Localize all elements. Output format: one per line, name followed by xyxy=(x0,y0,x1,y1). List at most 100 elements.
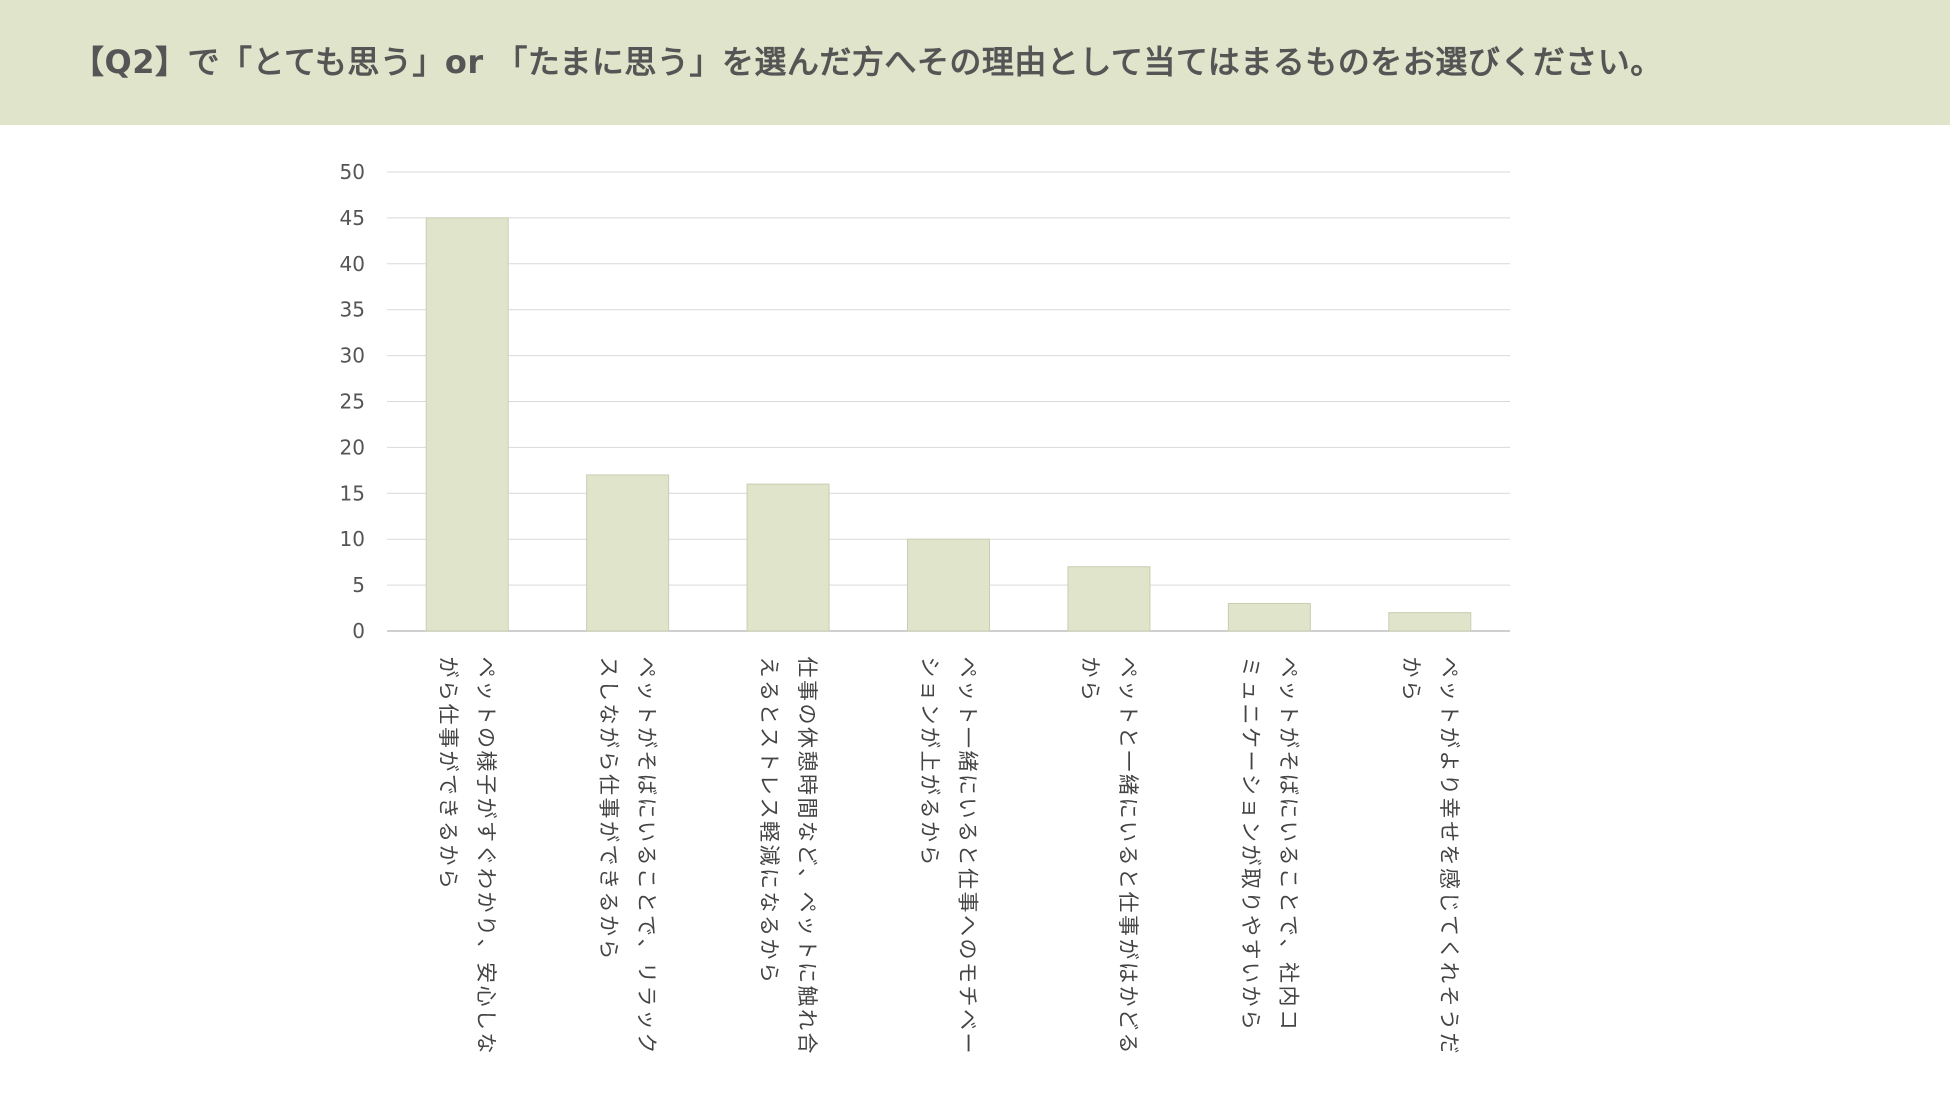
bar xyxy=(907,538,990,632)
category-label-char: 上 xyxy=(918,751,942,772)
category-label-char: る xyxy=(956,821,980,842)
category-label-char: る xyxy=(1276,845,1300,866)
category-label-char: 合 xyxy=(795,1033,819,1054)
category-label-char: 社 xyxy=(1276,962,1300,983)
category-label-char: か xyxy=(1238,986,1262,1007)
category-label-char: れ xyxy=(1437,962,1461,983)
category-label-char: の xyxy=(956,939,980,960)
category-label-char: で xyxy=(1276,915,1300,936)
category-label-char: ど xyxy=(1116,1009,1140,1030)
category-label-char: か xyxy=(474,892,498,913)
category-label-char: ペ xyxy=(1116,657,1140,678)
category-label-char: ペ xyxy=(795,892,819,913)
category-label-char: が xyxy=(1276,727,1300,748)
category-label-char: 緒 xyxy=(956,751,980,772)
category-label-char: に xyxy=(1116,798,1140,819)
y-tick-label: 15 xyxy=(340,481,365,505)
y-tick-label: 30 xyxy=(340,344,365,368)
category-label-char: ッ xyxy=(1276,680,1300,701)
bar xyxy=(586,474,670,632)
category-label-char: か xyxy=(1116,986,1140,1007)
category-label-char: る xyxy=(436,821,460,842)
category-label-char: ペ xyxy=(1276,657,1300,678)
category-label-char: ッ xyxy=(635,1009,659,1030)
category-label-char: か xyxy=(1399,657,1423,678)
category-label-char: い xyxy=(1238,962,1262,983)
category-label-char: す xyxy=(1238,939,1262,960)
category-label-char: ッ xyxy=(635,680,659,701)
category-label-char: が xyxy=(436,657,460,678)
category-label-char: り xyxy=(474,915,498,936)
category-label-char: ト xyxy=(1276,704,1300,725)
category-label-char: い xyxy=(956,798,980,819)
category-label-char: り xyxy=(1437,774,1461,795)
y-tick-label: 25 xyxy=(340,390,365,414)
category-label-char: ラ xyxy=(635,986,659,1007)
category-label-char: る xyxy=(597,892,621,913)
category-label-char: 減 xyxy=(757,845,781,866)
category-label-char: ト xyxy=(474,704,498,725)
category-label-char: ペ xyxy=(474,657,498,678)
category-label-char: こ xyxy=(1276,868,1300,889)
category-label-char: が xyxy=(635,727,659,748)
category-label-char: ケ xyxy=(1238,727,1262,748)
category-label-char: が xyxy=(436,751,460,772)
y-tick-label: 0 xyxy=(352,619,365,643)
category-label-char: に xyxy=(1276,798,1300,819)
category-label-char: に xyxy=(757,868,781,889)
category-label-char: 、 xyxy=(635,939,659,960)
category-label-char: ト xyxy=(795,939,819,960)
category-label-char: 心 xyxy=(474,986,498,1007)
category-label-char: て xyxy=(1437,915,1461,936)
category-label-char: り xyxy=(1238,892,1262,913)
category-label-char: が xyxy=(474,798,498,819)
category-label-char: と xyxy=(1276,892,1300,913)
category-label-char: 触 xyxy=(795,986,819,1007)
category-label-char: く xyxy=(1437,939,1461,960)
category-label-char: コ xyxy=(1276,1009,1300,1030)
category-label-char: が xyxy=(918,727,942,748)
category-label-char: モ xyxy=(956,962,980,983)
category-label-char: る xyxy=(757,680,781,701)
category-label-char: ら xyxy=(1238,1009,1262,1030)
category-label-char: 一 xyxy=(956,727,980,748)
category-label-char: 間 xyxy=(795,798,819,819)
category-label-char: 時 xyxy=(795,774,819,795)
category-label-char: る xyxy=(918,798,942,819)
category-label-char: 安 xyxy=(474,962,498,983)
category-label-char: ン xyxy=(1238,821,1262,842)
category-label-char: だ xyxy=(1437,1033,1461,1054)
y-tick-label: 35 xyxy=(340,298,365,322)
category-label-char: ッ xyxy=(956,680,980,701)
category-label-char: じ xyxy=(1437,892,1461,913)
bar xyxy=(1067,566,1151,632)
category-label-char: よ xyxy=(1437,751,1461,772)
category-label-char: い xyxy=(1116,821,1140,842)
category-label-char: ー xyxy=(1238,751,1262,772)
category-label-char: ら xyxy=(597,939,621,960)
category-label-char: 仕 xyxy=(956,868,980,889)
category-label-char: シ xyxy=(918,657,942,678)
category-label-char: 取 xyxy=(1238,868,1262,889)
category-label-char: ッ xyxy=(1116,680,1140,701)
category-label-char: と xyxy=(635,892,659,913)
category-label-char: 感 xyxy=(1437,868,1461,889)
category-label-char: 、 xyxy=(1276,939,1300,960)
category-label-char: 休 xyxy=(795,727,819,748)
category-label-char: ら xyxy=(1399,680,1423,701)
category-label-char: や xyxy=(1238,915,1262,936)
category-label-char: で xyxy=(635,915,659,936)
category-label-char: か xyxy=(597,915,621,936)
category-label-char: ョ xyxy=(918,680,942,701)
category-label-char: 一 xyxy=(1116,751,1140,772)
category-label-char: が xyxy=(1437,727,1461,748)
category-label-char: ョ xyxy=(1238,798,1262,819)
category-label-char: る xyxy=(1116,1033,1140,1054)
category-label-char: そ xyxy=(635,751,659,772)
category-label-char: き xyxy=(436,798,460,819)
category-label-char: る xyxy=(1116,845,1140,866)
category-label-char: い xyxy=(1276,821,1300,842)
category-label-char: 、 xyxy=(474,939,498,960)
category-label-char: き xyxy=(597,868,621,889)
